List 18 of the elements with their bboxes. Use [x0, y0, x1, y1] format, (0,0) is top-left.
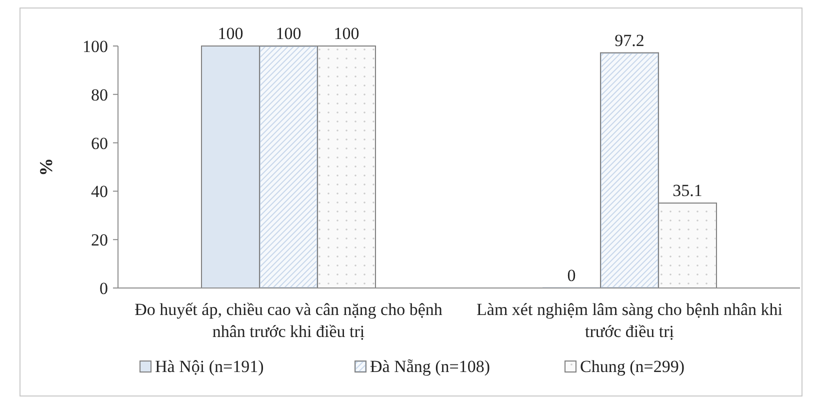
y-tick-label: 100 — [82, 36, 108, 56]
data-label: 100 — [276, 24, 302, 43]
x-tick-label: Đo huyết áp, chiều cao và cân nặng cho bệnh nhân trước khi điều trị — [134, 300, 443, 341]
x-tick-label: Làm xét nghiệm lâm sàng cho bệnh nhân khi trước điều trị — [476, 300, 783, 341]
y-tick-label: 40 — [91, 182, 108, 202]
data-label: 100 — [334, 24, 360, 43]
y-tick-label: 20 — [91, 230, 108, 250]
y-axis-title: % — [36, 158, 56, 176]
data-label: 97.2 — [614, 30, 644, 50]
legend-label: Đà Nẵng (n=108) — [370, 357, 490, 376]
y-tick-label: 60 — [91, 134, 108, 153]
y-tick-label: 80 — [91, 85, 108, 104]
data-label: 35.1 — [672, 181, 702, 200]
y-tick-label: 0 — [100, 278, 108, 298]
legend-label: Chung (n=299) — [580, 357, 684, 376]
data-label: 100 — [218, 24, 244, 43]
data-label: 0 — [567, 266, 576, 285]
legend-label: Hà Nội (n=191) — [155, 357, 264, 376]
